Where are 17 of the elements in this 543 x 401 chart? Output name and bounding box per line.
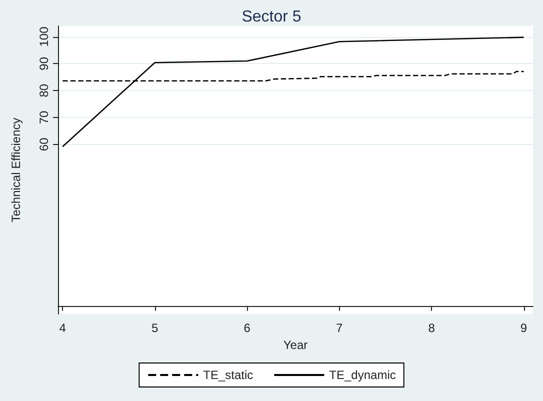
legend-label: TE_dynamic <box>329 368 396 382</box>
legend-label: TE_static <box>203 368 254 382</box>
x-tick-label: 7 <box>336 321 343 335</box>
chart-title: Sector 5 <box>242 8 302 26</box>
y-tick-label: 70 <box>37 110 51 124</box>
line-series <box>62 36 524 148</box>
x-axis-title: Year <box>283 338 308 352</box>
y-tick-label: 90 <box>37 56 51 70</box>
x-tick-label: 5 <box>152 321 158 335</box>
y-tick-label: 80 <box>37 84 51 98</box>
x-tick-label: 6 <box>244 321 251 335</box>
y-tick-label: 100 <box>37 26 51 47</box>
x-tick-label: 4 <box>59 321 66 335</box>
y-tick-label: 60 <box>37 137 51 152</box>
x-tick-label: 9 <box>520 321 528 335</box>
y-axis-title: Technical Efficiency <box>9 118 23 222</box>
x-tick-label: 8 <box>428 321 436 335</box>
